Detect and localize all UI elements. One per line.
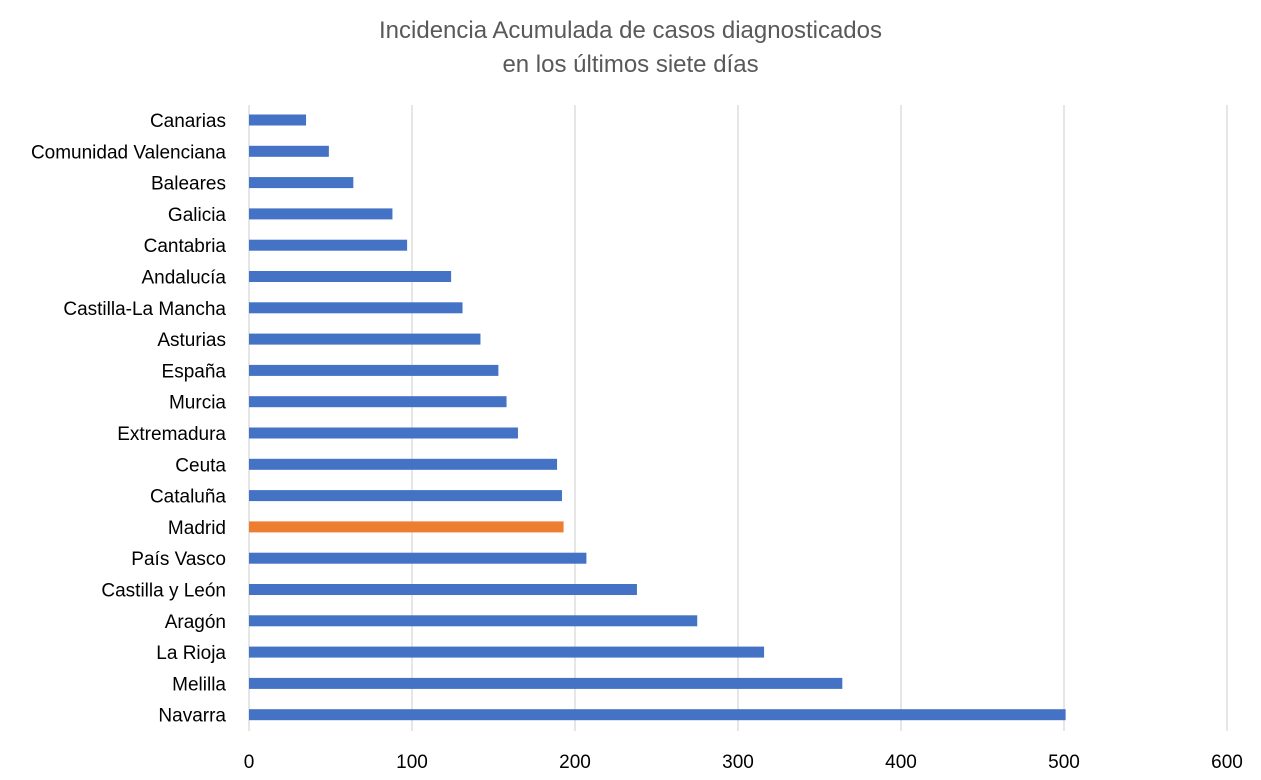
bar <box>249 552 587 564</box>
bar <box>249 145 329 157</box>
bar <box>249 396 507 408</box>
bar <box>249 490 562 502</box>
x-tick-label: 600 <box>1211 752 1243 773</box>
bar <box>249 458 558 470</box>
category-label: Extremadura <box>117 424 226 445</box>
gridlines <box>248 105 1228 731</box>
category-label: Castilla-La Mancha <box>63 299 226 320</box>
x-tick-label: 200 <box>559 752 591 773</box>
category-label: Galicia <box>168 205 227 226</box>
bar <box>249 239 408 251</box>
bar <box>249 709 1066 721</box>
category-label: Andalucía <box>141 268 226 289</box>
bar <box>249 677 843 689</box>
category-label: España <box>162 361 227 382</box>
bar <box>249 208 393 220</box>
category-label: Madrid <box>168 518 226 539</box>
x-tick-label: 300 <box>722 752 754 773</box>
category-label: Cantabria <box>144 236 227 257</box>
x-tick-label: 500 <box>1048 752 1080 773</box>
bar <box>249 584 637 595</box>
category-label: Comunidad Valenciana <box>31 142 226 163</box>
category-label: Baleares <box>151 174 226 195</box>
category-label: Canarias <box>150 111 226 132</box>
bar <box>249 615 698 627</box>
category-labels: Canarias Comunidad Valenciana Baleares Gali… <box>31 111 226 727</box>
bar <box>249 271 452 282</box>
category-label: Asturias <box>157 330 226 351</box>
category-label: País Vasco <box>131 549 226 570</box>
category-label: Aragón <box>165 612 226 633</box>
bar <box>249 177 354 189</box>
chart-subtitle: en los últimos siete días <box>502 51 759 78</box>
category-label: Melilla <box>172 674 226 695</box>
x-tick-label: 0 <box>244 752 255 773</box>
category-label: Navarra <box>158 706 226 727</box>
category-label: Murcia <box>169 393 226 414</box>
chart-title: Incidencia Acumulada de casos diagnostic… <box>379 17 882 44</box>
category-label: La Rioja <box>156 643 226 664</box>
x-axis-tick-labels: 0 100 200 300 400 500 600 <box>244 752 1243 773</box>
bar <box>249 333 481 345</box>
bar <box>249 114 307 126</box>
category-label: Cataluña <box>150 487 226 508</box>
bar <box>249 302 463 314</box>
category-label: Castilla y León <box>101 581 226 602</box>
bar <box>249 364 499 376</box>
bar <box>249 427 518 439</box>
bars <box>249 114 1066 721</box>
x-tick-label: 100 <box>396 752 428 773</box>
x-tick-label: 400 <box>885 752 917 773</box>
bar <box>249 521 564 533</box>
bar <box>249 646 765 658</box>
category-label: Ceuta <box>175 455 226 476</box>
